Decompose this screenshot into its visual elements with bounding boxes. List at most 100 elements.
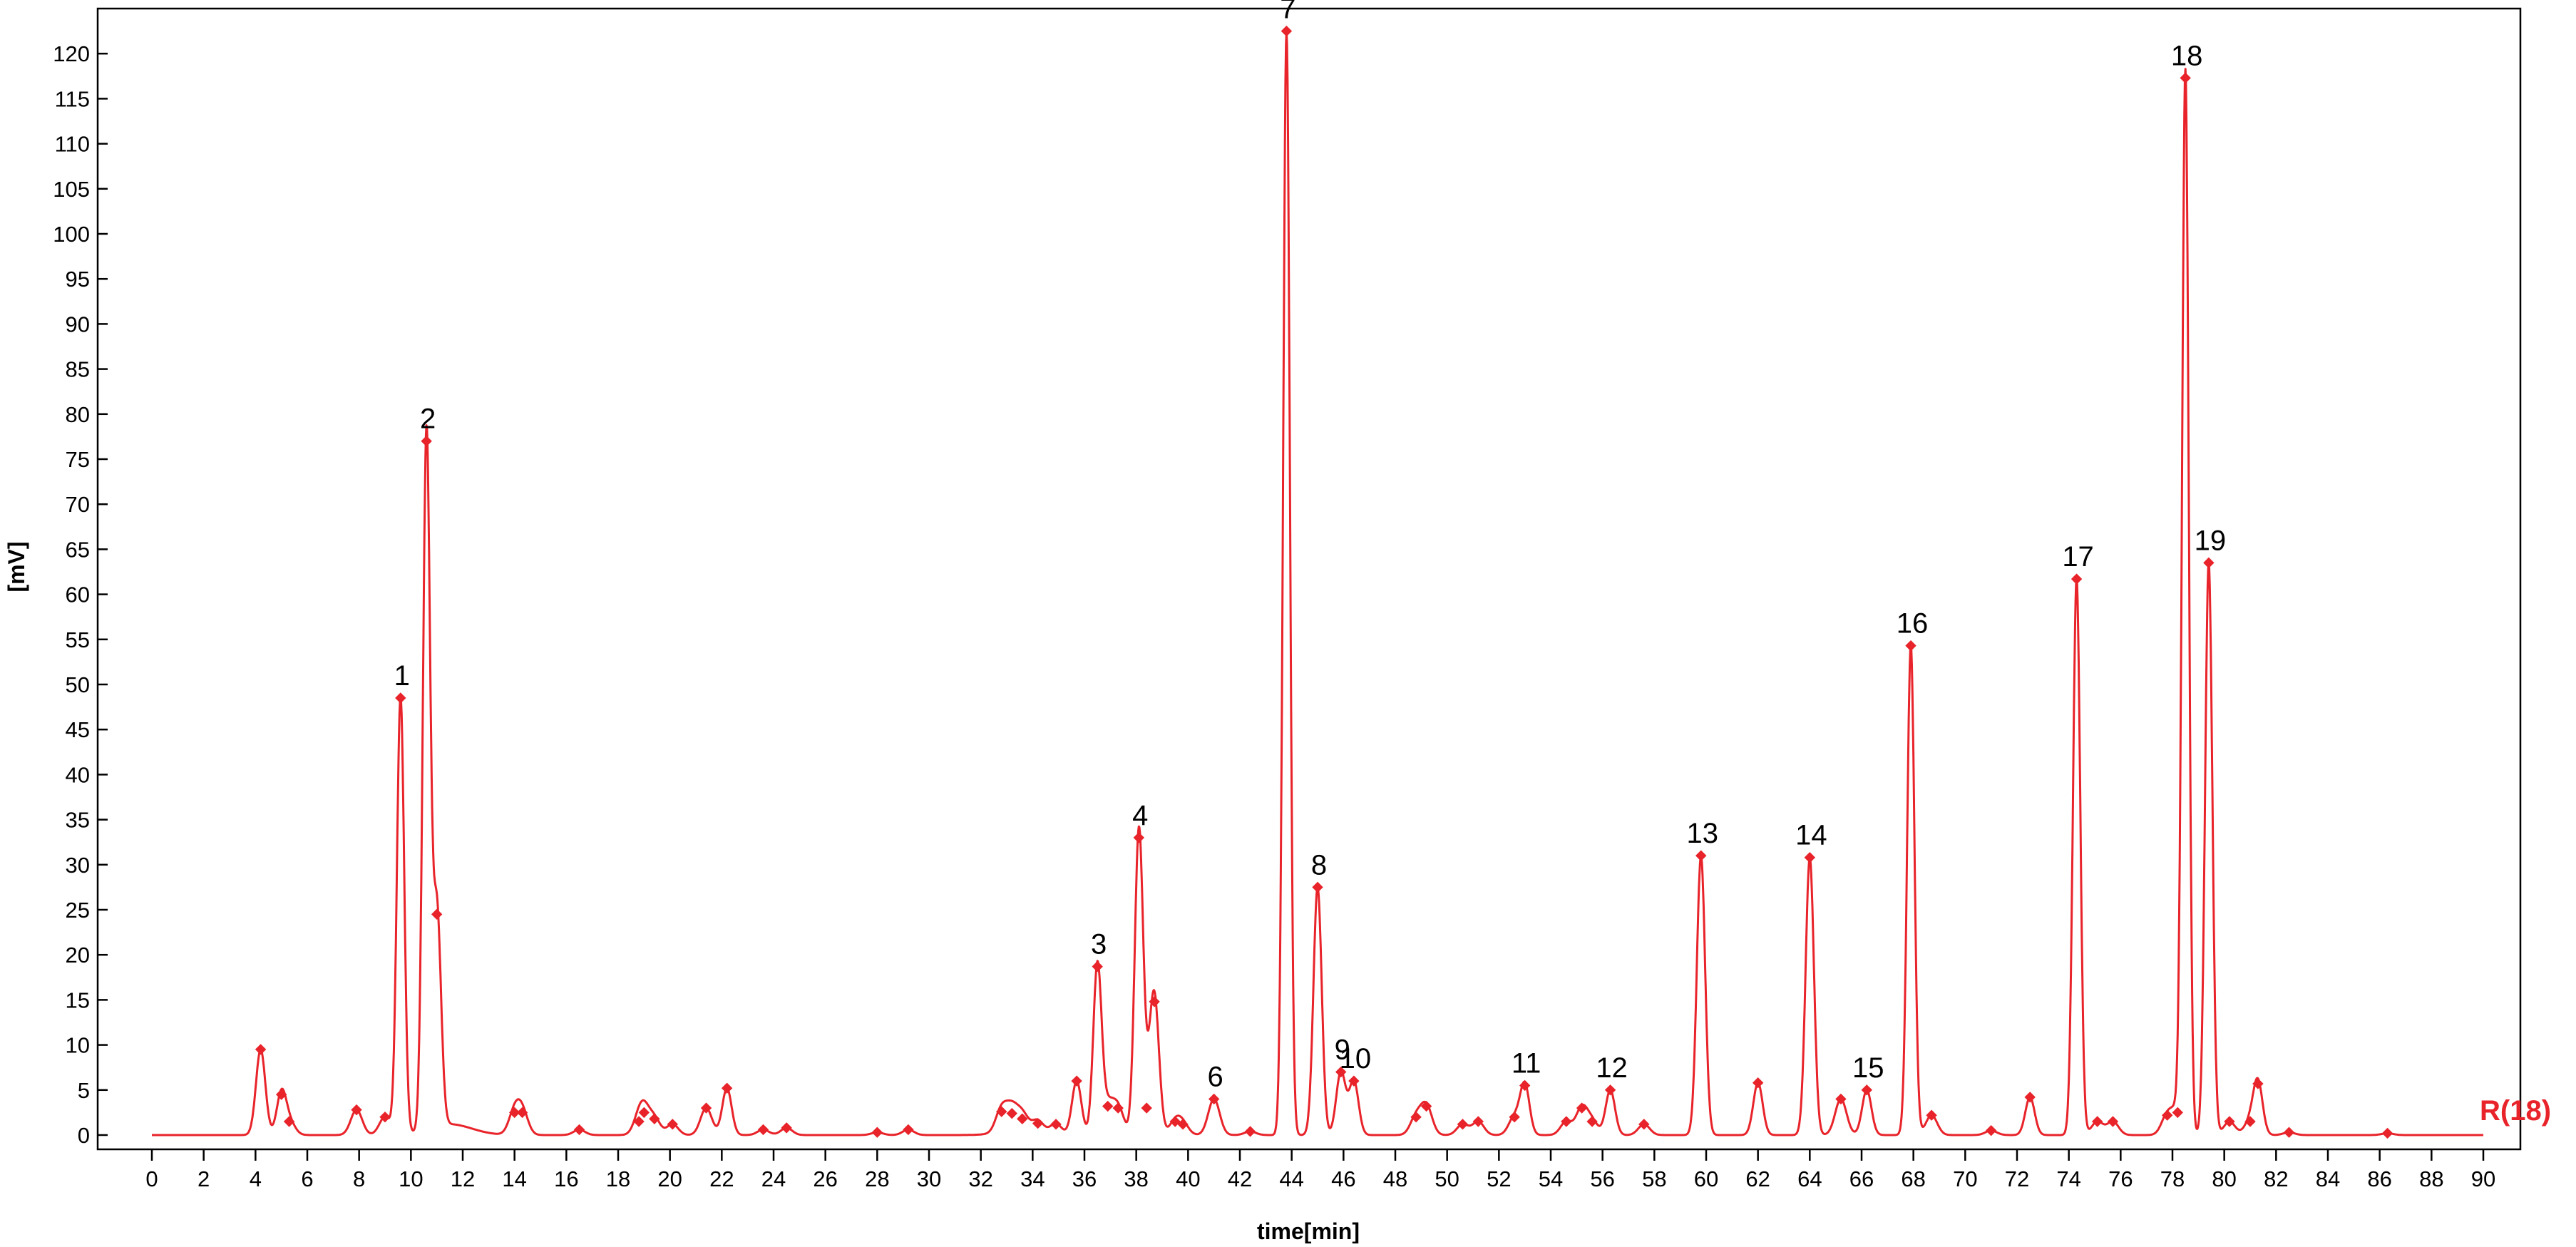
y-tick-label: 100 xyxy=(53,222,90,247)
y-tick-label: 25 xyxy=(66,898,90,923)
peak-marker xyxy=(2283,1127,2295,1138)
peak-marker xyxy=(421,436,432,447)
x-axis: 0 2 4 6 8 10 12 14 16 18 20 22 24 26 28 30 32 34 36 38 40 42 4… xyxy=(145,1149,2495,1191)
y-tick-label: 55 xyxy=(66,627,90,652)
peak-markers xyxy=(255,25,2393,1139)
y-tick-label: 20 xyxy=(66,943,90,968)
y-tick-label: 95 xyxy=(66,267,90,292)
peak-marker xyxy=(2244,1116,2256,1127)
peak-label: 3 xyxy=(1091,929,1107,960)
x-tick-label: 42 xyxy=(1228,1166,1252,1191)
peak-marker xyxy=(1112,1102,1124,1114)
peak-marker xyxy=(351,1104,362,1116)
peak-marker xyxy=(1604,1084,1616,1096)
x-tick-label: 68 xyxy=(1901,1166,1925,1191)
peak-marker xyxy=(1420,1100,1432,1112)
peak-marker xyxy=(1169,1116,1181,1127)
peak-marker xyxy=(1410,1112,1422,1123)
peak-label: 14 xyxy=(1795,820,1827,851)
peak-label: 10 xyxy=(1340,1043,1372,1074)
peak-label: 2 xyxy=(420,404,436,435)
peak-marker xyxy=(1985,1124,1997,1136)
y-tick-label: 60 xyxy=(66,583,90,607)
x-tick-label: 52 xyxy=(1487,1166,1511,1191)
peak-marker xyxy=(2252,1078,2264,1089)
peak-marker xyxy=(1861,1084,1872,1096)
y-tick-label: 35 xyxy=(66,808,90,833)
peak-marker xyxy=(1071,1075,1082,1087)
x-tick-label: 46 xyxy=(1331,1166,1355,1191)
x-tick-label: 44 xyxy=(1279,1166,1303,1191)
peak-marker xyxy=(1244,1126,1256,1137)
peak-label: 12 xyxy=(1596,1052,1628,1084)
x-tick-label: 18 xyxy=(606,1166,630,1191)
peak-marker xyxy=(573,1124,585,1136)
y-tick-label: 70 xyxy=(66,492,90,517)
x-axis-label: time[min] xyxy=(1257,1218,1360,1243)
y-tick-label: 40 xyxy=(66,762,90,787)
peak-marker xyxy=(431,908,443,920)
x-tick-label: 4 xyxy=(250,1166,262,1191)
peak-label: 11 xyxy=(1512,1047,1541,1079)
peak-marker xyxy=(633,1116,645,1127)
peak-label: 18 xyxy=(2171,40,2203,71)
x-tick-label: 0 xyxy=(145,1166,158,1191)
x-tick-label: 58 xyxy=(1642,1166,1666,1191)
x-tick-label: 70 xyxy=(1953,1166,1977,1191)
peak-marker xyxy=(275,1089,287,1100)
peak-label: 4 xyxy=(1132,800,1148,831)
peak-marker xyxy=(2162,1109,2173,1121)
x-tick-label: 40 xyxy=(1176,1166,1200,1191)
y-tick-label: 85 xyxy=(66,357,90,382)
x-tick-label: 74 xyxy=(2056,1166,2080,1191)
peak-marker xyxy=(2091,1116,2103,1127)
peak-label: 16 xyxy=(1897,608,1929,640)
peak-label: 19 xyxy=(2195,525,2227,556)
x-tick-label: 12 xyxy=(451,1166,475,1191)
peak-label: 6 xyxy=(1208,1061,1223,1092)
peak-label: 15 xyxy=(1852,1052,1884,1084)
peak-marker xyxy=(1519,1079,1531,1092)
x-tick-label: 26 xyxy=(813,1166,837,1191)
y-tick-label: 10 xyxy=(66,1033,90,1058)
x-tick-label: 24 xyxy=(761,1166,786,1191)
peak-marker xyxy=(1638,1119,1650,1130)
y-tick-label: 5 xyxy=(78,1078,90,1103)
peak-marker xyxy=(508,1107,520,1119)
peak-marker xyxy=(1177,1119,1189,1130)
peak-marker xyxy=(1926,1109,1937,1121)
x-tick-label: 54 xyxy=(1539,1166,1563,1191)
x-tick-label: 60 xyxy=(1694,1166,1718,1191)
x-tick-label: 28 xyxy=(865,1166,889,1191)
x-tick-label: 90 xyxy=(2471,1166,2495,1191)
peak-marker xyxy=(1335,1066,1347,1078)
peak-marker xyxy=(1509,1112,1520,1123)
x-tick-label: 6 xyxy=(301,1166,313,1191)
peak-marker xyxy=(1208,1093,1220,1105)
x-tick-label: 72 xyxy=(2005,1166,2029,1191)
peak-label: 8 xyxy=(1311,849,1327,881)
peak-marker xyxy=(1561,1116,1572,1127)
x-tick-label: 14 xyxy=(502,1166,526,1191)
x-tick-label: 62 xyxy=(1745,1166,1770,1191)
peak-marker xyxy=(1050,1119,1062,1130)
x-tick-label: 80 xyxy=(2212,1166,2236,1191)
y-tick-label: 75 xyxy=(66,447,90,472)
x-tick-label: 34 xyxy=(1020,1166,1045,1191)
x-tick-label: 82 xyxy=(2264,1166,2288,1191)
y-tick-label: 30 xyxy=(66,853,90,878)
peak-marker xyxy=(2381,1127,2393,1139)
peak-marker xyxy=(996,1106,1007,1117)
x-tick-label: 64 xyxy=(1797,1166,1822,1191)
peak-marker xyxy=(757,1124,769,1136)
peak-marker xyxy=(649,1113,660,1124)
x-tick-label: 22 xyxy=(709,1166,734,1191)
peak-marker xyxy=(638,1107,650,1119)
x-tick-label: 50 xyxy=(1435,1166,1459,1191)
peak-marker xyxy=(1905,640,1916,652)
peak-marker xyxy=(1804,851,1816,863)
x-tick-label: 88 xyxy=(2419,1166,2443,1191)
